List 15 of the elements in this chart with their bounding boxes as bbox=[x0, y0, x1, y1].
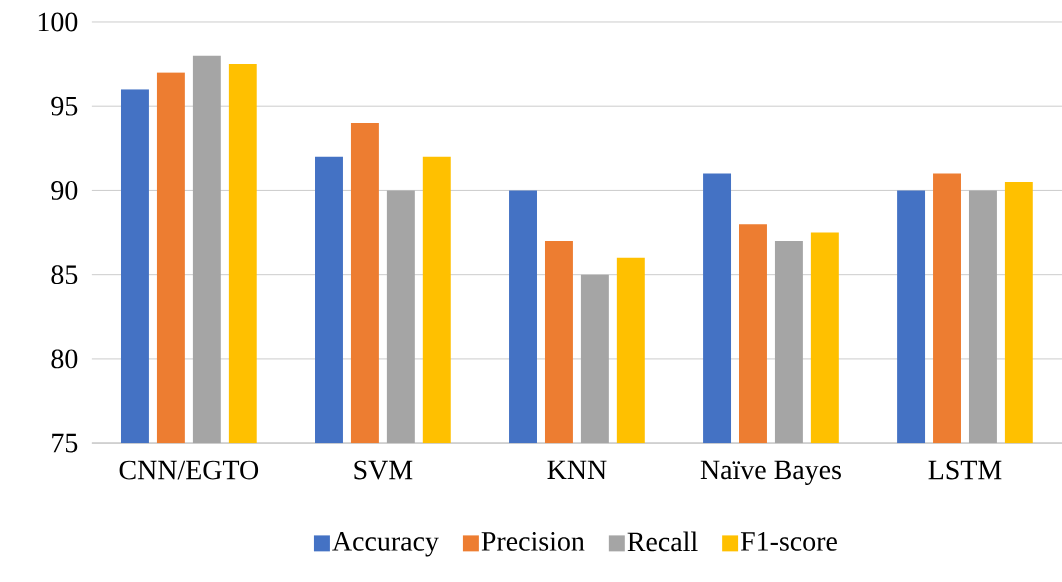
y-tick-label: 90 bbox=[51, 181, 78, 200]
legend-label: Precision bbox=[481, 532, 585, 551]
y-tick-label: 95 bbox=[51, 96, 78, 116]
y-tick-label: 100 bbox=[38, 12, 78, 32]
x-tick-label: SVM bbox=[354, 460, 413, 480]
x-tick-label: CNN/EGTO bbox=[119, 460, 259, 480]
legend-label: Accuracy bbox=[332, 532, 439, 557]
y-tick-label: 75 bbox=[52, 433, 78, 453]
x-tick-label: LSTM bbox=[928, 460, 1002, 480]
x-tick-label: KNN bbox=[547, 460, 607, 479]
x-tick-label: Naïve Bayes bbox=[700, 460, 841, 486]
legend-label: Recall bbox=[627, 531, 698, 552]
y-tick-label: 85 bbox=[51, 265, 78, 285]
y-tick-label: 80 bbox=[51, 349, 78, 369]
legend-label: F1-score bbox=[740, 532, 837, 551]
